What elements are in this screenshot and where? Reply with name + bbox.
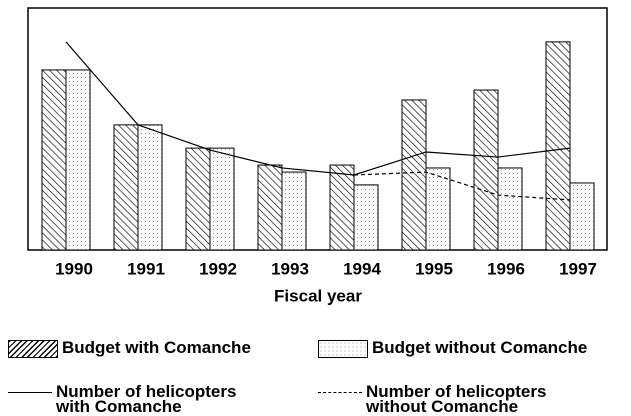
legend-label: Budget with Comanche — [62, 338, 251, 357]
legend-swatch — [318, 392, 362, 393]
x-tick-label: 1991 — [127, 259, 165, 278]
x-tick-label: 1995 — [415, 259, 453, 278]
bar — [497, 167, 523, 251]
line — [353, 171, 571, 201]
plot-frame — [27, 7, 608, 251]
legend-label: Budget without Comanche — [372, 338, 588, 357]
bar — [113, 124, 139, 251]
bar — [473, 89, 499, 251]
legend-swatch — [8, 392, 52, 393]
bar — [257, 164, 283, 251]
x-tick-label: 1993 — [271, 259, 309, 278]
bar — [353, 184, 379, 251]
bar — [137, 124, 163, 251]
bar — [281, 171, 307, 251]
legend-entry: Number of helicopters without Comanche — [318, 382, 566, 416]
x-tick-label: 1994 — [343, 259, 381, 278]
legend-label: Number of helicopters with Comanche — [56, 382, 237, 416]
x-tick-label: 1997 — [559, 259, 597, 278]
bar — [545, 41, 571, 251]
legend-label: Number of helicopters without Comanche — [366, 382, 547, 416]
x-axis-label: Fiscal year — [274, 286, 362, 305]
bar — [65, 69, 91, 251]
legend-entry: Budget with Comanche — [8, 338, 251, 358]
bar — [401, 99, 427, 251]
legend-entry: Budget without Comanche — [318, 338, 588, 358]
bar — [41, 69, 67, 251]
bar — [209, 147, 235, 251]
legend-entry: Number of helicopters with Comanche — [8, 382, 256, 416]
x-tick-label: 1992 — [199, 259, 237, 278]
bar — [185, 147, 211, 251]
x-tick-label: 1990 — [55, 259, 93, 278]
x-tick-label: 1996 — [487, 259, 525, 278]
bar — [329, 164, 355, 251]
bar — [425, 167, 451, 251]
bar — [569, 182, 595, 251]
legend-swatch — [8, 340, 58, 358]
line — [65, 41, 571, 176]
legend-swatch — [318, 340, 368, 358]
